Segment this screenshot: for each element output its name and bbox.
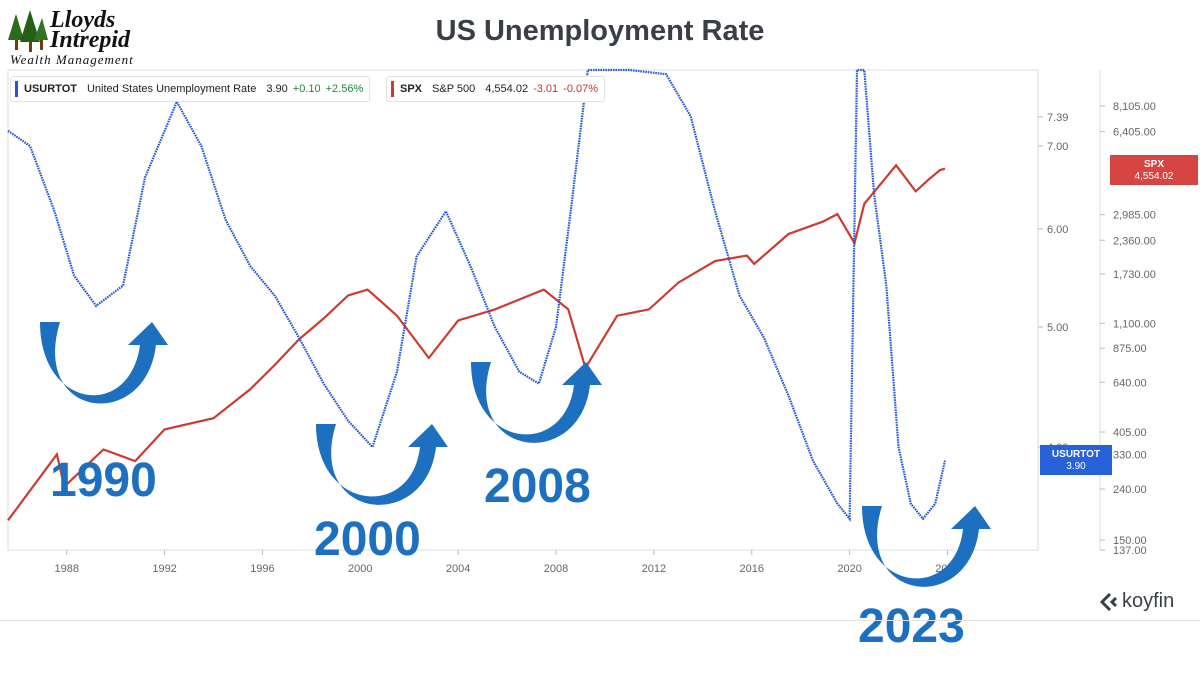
spx-badge-value: 4,554.02 bbox=[1135, 171, 1174, 182]
y-right-tick-label: 405.00 bbox=[1113, 427, 1147, 439]
y-right-tick-label: 875.00 bbox=[1113, 343, 1147, 355]
arrow-1990 bbox=[40, 322, 168, 404]
x-tick-label: 2000 bbox=[348, 563, 372, 575]
legend-ticker: SPX bbox=[400, 83, 423, 95]
koyfin-logo-icon bbox=[1100, 592, 1118, 611]
logo-line1: Lloyds bbox=[50, 7, 116, 33]
y-right-tick-label: 240.00 bbox=[1113, 484, 1147, 496]
y-right-tick-label: 150.00 bbox=[1113, 535, 1147, 547]
annotation-2000: 2000 bbox=[314, 513, 421, 566]
page-title: US Unemployment Rate bbox=[435, 15, 765, 47]
legend-unemployment[interactable]: USURTOT United States Unemployment Rate … bbox=[10, 76, 371, 102]
unemployment-series-line bbox=[7, 68, 947, 522]
koyfin-label: koyfin bbox=[1122, 590, 1175, 612]
y-right-tick-label: 330.00 bbox=[1113, 449, 1147, 461]
legend-change-pct: +2.56% bbox=[325, 83, 364, 95]
y-right-tick-label: 6,405.00 bbox=[1113, 127, 1156, 139]
koyfin-brand[interactable]: koyfin bbox=[1100, 590, 1174, 613]
y-right-tick-label: 640.00 bbox=[1113, 377, 1147, 389]
unemp-badge-value: 3.90 bbox=[1066, 461, 1086, 472]
y-left-tick-label: 6.00 bbox=[1047, 224, 1068, 236]
legend-color-swatch bbox=[15, 81, 18, 97]
unemp-badge-ticker: USURTOT bbox=[1052, 449, 1100, 460]
legend-name: S&P 500 bbox=[432, 83, 476, 95]
logo-line3: Wealth Management bbox=[10, 52, 134, 67]
spx-badge: SPX 4,554.02 bbox=[1110, 155, 1198, 185]
legend-value: 3.90 bbox=[266, 83, 288, 95]
arrow-2000 bbox=[316, 424, 448, 505]
legend-color-swatch bbox=[391, 81, 394, 97]
y-left-tick-label: 7.00 bbox=[1047, 141, 1068, 153]
arrow-2008 bbox=[471, 362, 602, 443]
footer-divider bbox=[0, 620, 1200, 621]
legend-change: +0.10 bbox=[292, 83, 321, 95]
x-tick-label: 2020 bbox=[837, 563, 861, 575]
legend-change-pct: -0.07% bbox=[563, 83, 599, 95]
legend-value: 4,554.02 bbox=[485, 83, 529, 95]
plot-frame bbox=[7, 69, 1039, 551]
x-tick-label: 1996 bbox=[250, 563, 274, 575]
y-right-tick-label: 1,100.00 bbox=[1113, 318, 1156, 330]
y-right-tick-label: 1,730.00 bbox=[1113, 269, 1156, 281]
legend-spx[interactable]: SPX S&P 500 4,554.02 -3.01 -0.07% bbox=[386, 76, 606, 102]
y-right-tick-label: 2,360.00 bbox=[1113, 235, 1156, 247]
x-tick-label: 2012 bbox=[642, 563, 666, 575]
unemp-badge: USURTOT 3.90 bbox=[1040, 445, 1112, 475]
annotation-2008: 2008 bbox=[484, 460, 591, 513]
y-right-tick-label: 8,105.00 bbox=[1113, 101, 1156, 113]
y-left-tick-label: 7.39 bbox=[1047, 112, 1068, 124]
company-logo: Lloyds Intrepid Wealth Management bbox=[6, 4, 186, 67]
x-tick-label: 2004 bbox=[446, 563, 470, 575]
annotation-1990: 1990 bbox=[50, 454, 157, 507]
x-tick-label: 2016 bbox=[740, 563, 764, 575]
legend-name: United States Unemployment Rate bbox=[86, 83, 257, 95]
x-tick-label: 1992 bbox=[152, 563, 176, 575]
legend-ticker: USURTOT bbox=[24, 83, 77, 95]
annotation-2023: 2023 bbox=[858, 600, 965, 653]
y-right-tick-label: 2,985.00 bbox=[1113, 210, 1156, 222]
trees-icon bbox=[8, 10, 48, 52]
logo-line2: Intrepid bbox=[50, 27, 131, 53]
spx-badge-ticker: SPX bbox=[1144, 159, 1164, 170]
x-tick-label: 1988 bbox=[54, 563, 78, 575]
x-tick-label: 2008 bbox=[544, 563, 568, 575]
arrow-2023 bbox=[862, 506, 991, 587]
legend-change: -3.01 bbox=[533, 83, 559, 95]
y-right-tick-label: 137.00 bbox=[1113, 545, 1147, 557]
y-left-tick-label: 5.00 bbox=[1047, 322, 1068, 334]
spx-series-line bbox=[7, 163, 946, 521]
